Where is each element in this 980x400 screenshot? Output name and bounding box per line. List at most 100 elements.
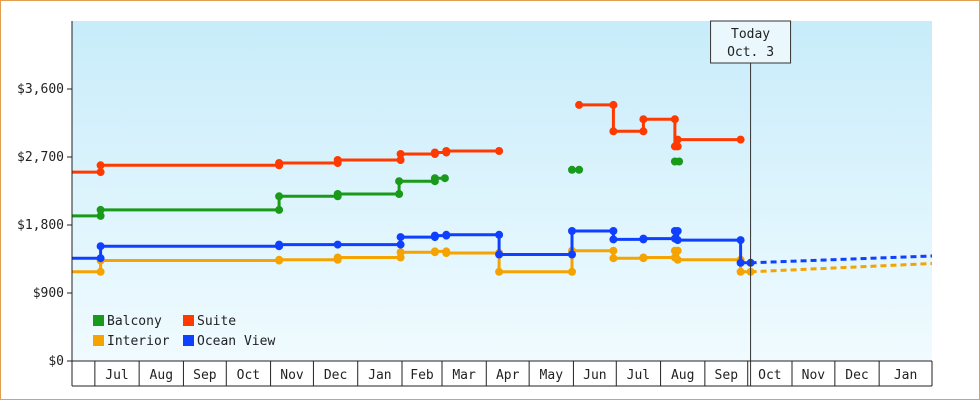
data-point-ocean-view	[430, 231, 439, 240]
data-point-suite	[430, 148, 439, 157]
today-label: Today	[731, 27, 770, 42]
data-point-balcony	[96, 205, 105, 214]
x-tick-label: Aug	[150, 368, 173, 383]
data-point-balcony	[675, 157, 684, 166]
data-point-suite	[495, 147, 504, 155]
x-tick-label: Sep	[715, 368, 739, 383]
data-point-ocean-view	[673, 236, 682, 245]
data-point-ocean-view	[333, 240, 342, 249]
x-tick-label: Jan	[894, 368, 917, 383]
x-tick-label: Aug	[671, 368, 694, 383]
data-point-ocean-view	[568, 250, 576, 259]
data-point-ocean-view	[736, 258, 745, 267]
data-point-ocean-view	[275, 240, 284, 249]
forecast-line-ocean-view	[750, 254, 933, 265]
legend-label-ocean-view: Ocean View	[197, 334, 275, 349]
data-point-suite	[442, 147, 451, 155]
data-point-ocean-view	[609, 235, 618, 244]
data-point-balcony	[568, 165, 576, 174]
legend-label-suite: Suite	[197, 314, 236, 329]
data-point-suite	[609, 127, 618, 136]
x-tick-label: Mar	[452, 368, 476, 383]
data-point-ocean-view	[96, 254, 105, 263]
data-point-balcony	[275, 192, 284, 201]
data-point-ocean-view	[495, 230, 504, 239]
data-point-suite	[673, 142, 682, 151]
data-point-balcony	[275, 205, 284, 214]
y-tick-label: $1,800	[17, 218, 64, 233]
data-point-ocean-view	[673, 227, 682, 235]
data-point-interior	[609, 254, 618, 263]
data-point-suite	[670, 115, 679, 124]
data-point-ocean-view	[396, 233, 405, 242]
x-tick-label: Jul	[627, 368, 650, 383]
x-tick-label: Oct	[758, 368, 781, 383]
x-tick-label: Dec	[845, 368, 868, 383]
data-point-balcony	[96, 211, 105, 220]
data-point-suite	[96, 168, 105, 177]
data-point-suite	[673, 135, 682, 144]
legend-label-balcony: Balcony	[107, 314, 162, 329]
x-tick-label: Apr	[496, 368, 520, 383]
data-point-ocean-view	[96, 242, 105, 251]
today-box	[710, 20, 792, 64]
y-tick-label: $900	[33, 286, 64, 301]
x-tick-label: Jan	[368, 368, 391, 383]
data-point-suite	[275, 159, 284, 167]
data-point-interior	[568, 267, 576, 276]
data-point-ocean-view	[396, 240, 405, 249]
data-point-interior	[495, 267, 504, 276]
legend-swatch-ocean-view	[183, 335, 194, 346]
x-tick-label: Oct	[237, 368, 260, 383]
data-point-balcony	[395, 190, 404, 198]
data-point-interior	[736, 267, 745, 276]
data-point-ocean-view	[495, 250, 504, 259]
x-tick-label: Dec	[324, 368, 347, 383]
data-point-suite	[96, 161, 105, 170]
x-tick-label: Nov	[280, 368, 304, 383]
y-tick-label: $2,700	[17, 150, 64, 165]
x-tick-label: Feb	[410, 368, 434, 383]
data-point-suite	[639, 127, 648, 136]
data-point-suite	[609, 100, 618, 109]
data-point-interior	[333, 253, 342, 262]
data-point-ocean-view	[609, 227, 618, 235]
data-point-ocean-view	[736, 236, 745, 245]
data-point-ocean-view	[568, 227, 576, 235]
data-point-balcony	[575, 165, 584, 174]
x-tick-label: Jun	[583, 368, 606, 383]
data-point-balcony	[440, 174, 449, 183]
data-point-balcony	[395, 177, 404, 186]
data-point-suite	[396, 150, 405, 158]
data-point-interior	[673, 246, 682, 255]
plot-area	[72, 21, 932, 361]
data-point-ocean-view	[639, 234, 648, 243]
data-point-interior	[396, 248, 405, 257]
data-point-balcony	[430, 174, 439, 183]
forecast-line-interior	[750, 262, 933, 274]
data-point-suite	[333, 156, 342, 164]
y-tick-label: $3,600	[17, 82, 64, 97]
data-point-interior	[96, 267, 105, 276]
x-tick-label: Sep	[193, 368, 217, 383]
legend-swatch-suite	[183, 315, 194, 326]
x-tick-label: Jul	[105, 368, 128, 383]
data-point-suite	[736, 135, 745, 144]
data-point-ocean-view	[442, 230, 451, 239]
today-date-label: Oct. 3	[727, 45, 774, 60]
data-point-suite	[396, 156, 405, 164]
legend-swatch-balcony	[93, 315, 104, 326]
data-point-suite	[639, 115, 648, 124]
x-tick-label: May	[540, 368, 564, 383]
data-point-interior	[430, 247, 439, 256]
legend-label-interior: Interior	[107, 334, 170, 349]
y-tick-label: $0	[48, 354, 64, 369]
data-point-interior	[639, 253, 648, 262]
data-point-interior	[673, 255, 682, 264]
legend-swatch-interior	[93, 335, 104, 346]
x-tick-label: Nov	[802, 368, 826, 383]
data-point-interior	[275, 255, 284, 264]
data-point-interior	[609, 246, 618, 255]
